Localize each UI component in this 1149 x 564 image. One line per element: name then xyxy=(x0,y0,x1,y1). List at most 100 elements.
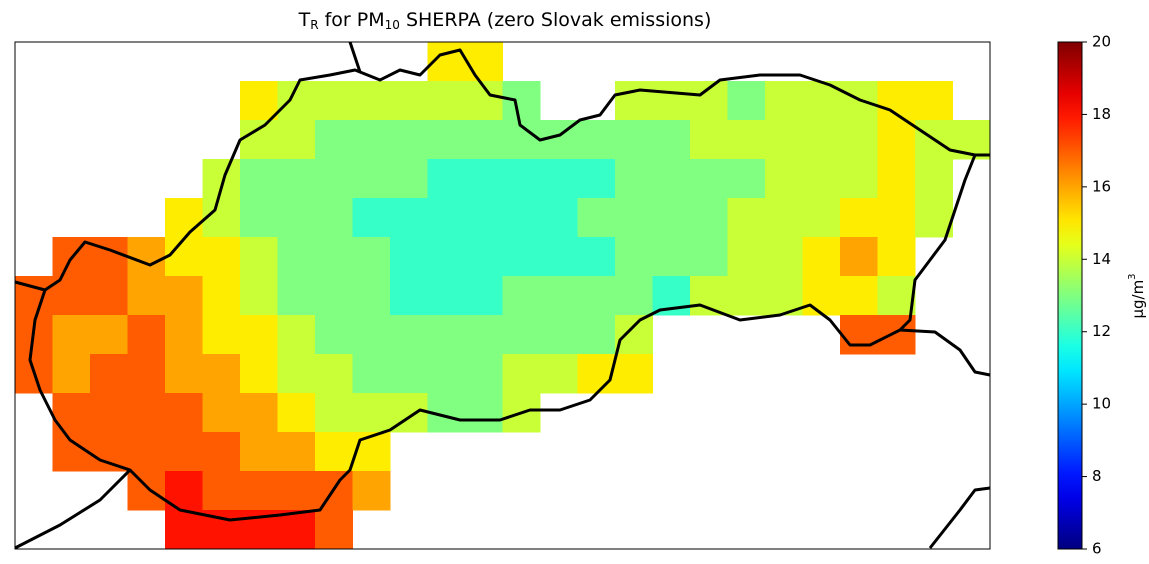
cell xyxy=(540,354,578,394)
cell xyxy=(878,198,916,238)
cell xyxy=(915,81,953,121)
cell xyxy=(765,120,803,160)
cell xyxy=(428,237,466,277)
cell xyxy=(203,315,241,355)
cell xyxy=(465,198,503,238)
cell xyxy=(653,81,691,121)
cell xyxy=(840,159,878,199)
cell xyxy=(540,159,578,199)
colorbar-tick-label: 18 xyxy=(1092,105,1111,123)
cell xyxy=(578,120,616,160)
cell xyxy=(653,159,691,199)
cell xyxy=(465,315,503,355)
cell xyxy=(240,159,278,199)
cell xyxy=(840,198,878,238)
cell xyxy=(315,198,353,238)
cell xyxy=(353,120,391,160)
cell xyxy=(840,276,878,316)
title-sub: 10 xyxy=(385,18,400,32)
cell xyxy=(315,81,353,121)
cell xyxy=(503,237,541,277)
chart: TR for PM10 SHERPA (zero Slovak emission… xyxy=(0,0,1149,560)
cell xyxy=(390,237,428,277)
cell xyxy=(465,276,503,316)
cell xyxy=(315,120,353,160)
cell xyxy=(578,198,616,238)
cell xyxy=(615,198,653,238)
colorbar-tick-label: 20 xyxy=(1092,33,1111,51)
cell xyxy=(428,354,466,394)
cell xyxy=(690,159,728,199)
cell xyxy=(353,354,391,394)
cell xyxy=(315,276,353,316)
cell xyxy=(240,432,278,472)
title-part: SHERPA (zero Slovak emissions) xyxy=(400,9,711,31)
colorbar-tick-label: 12 xyxy=(1092,322,1111,340)
cell xyxy=(765,159,803,199)
cell xyxy=(803,159,841,199)
cell xyxy=(503,315,541,355)
cell xyxy=(240,198,278,238)
cell xyxy=(353,471,391,511)
cell xyxy=(165,315,203,355)
cell xyxy=(165,198,203,238)
cell xyxy=(428,81,466,121)
cell xyxy=(840,120,878,160)
cell xyxy=(878,120,916,160)
cell xyxy=(615,159,653,199)
cell xyxy=(840,315,878,355)
cell xyxy=(353,237,391,277)
cell xyxy=(503,81,541,121)
colorbar-tick-label: 8 xyxy=(1092,467,1102,485)
cell xyxy=(728,237,766,277)
cell xyxy=(203,237,241,277)
cell xyxy=(128,432,166,472)
cell xyxy=(240,315,278,355)
cell xyxy=(353,198,391,238)
cell xyxy=(653,198,691,238)
cell xyxy=(165,393,203,433)
cell xyxy=(315,393,353,433)
cell xyxy=(353,432,391,472)
cell xyxy=(128,354,166,394)
cell xyxy=(390,315,428,355)
cell xyxy=(203,471,241,511)
cell xyxy=(278,315,316,355)
cell xyxy=(278,393,316,433)
cell xyxy=(465,159,503,199)
cell xyxy=(503,276,541,316)
cell xyxy=(878,159,916,199)
cell xyxy=(90,432,128,472)
cell xyxy=(90,276,128,316)
cell xyxy=(578,315,616,355)
cell xyxy=(728,276,766,316)
page: {"chart_data": {"type": "heatmap", "titl… xyxy=(0,0,1149,564)
cell xyxy=(203,354,241,394)
cell xyxy=(765,198,803,238)
cell xyxy=(128,315,166,355)
colorbar-label-sup: 3 xyxy=(1127,273,1138,279)
cell xyxy=(353,315,391,355)
cell xyxy=(315,159,353,199)
cell xyxy=(465,354,503,394)
cell xyxy=(728,198,766,238)
cell xyxy=(465,393,503,433)
cell xyxy=(390,198,428,238)
cell xyxy=(803,237,841,277)
cell xyxy=(428,315,466,355)
cell xyxy=(653,237,691,277)
cell xyxy=(203,276,241,316)
cell xyxy=(390,81,428,121)
cell xyxy=(765,237,803,277)
cell xyxy=(653,120,691,160)
cell xyxy=(278,432,316,472)
title-part: T xyxy=(298,9,311,31)
cell xyxy=(840,237,878,277)
cell xyxy=(128,471,166,511)
cell xyxy=(165,510,203,550)
cell xyxy=(615,354,653,394)
colorbar-tick-label: 6 xyxy=(1092,540,1102,558)
cell xyxy=(578,354,616,394)
chart-title: TR for PM10 SHERPA (zero Slovak emission… xyxy=(298,9,712,32)
